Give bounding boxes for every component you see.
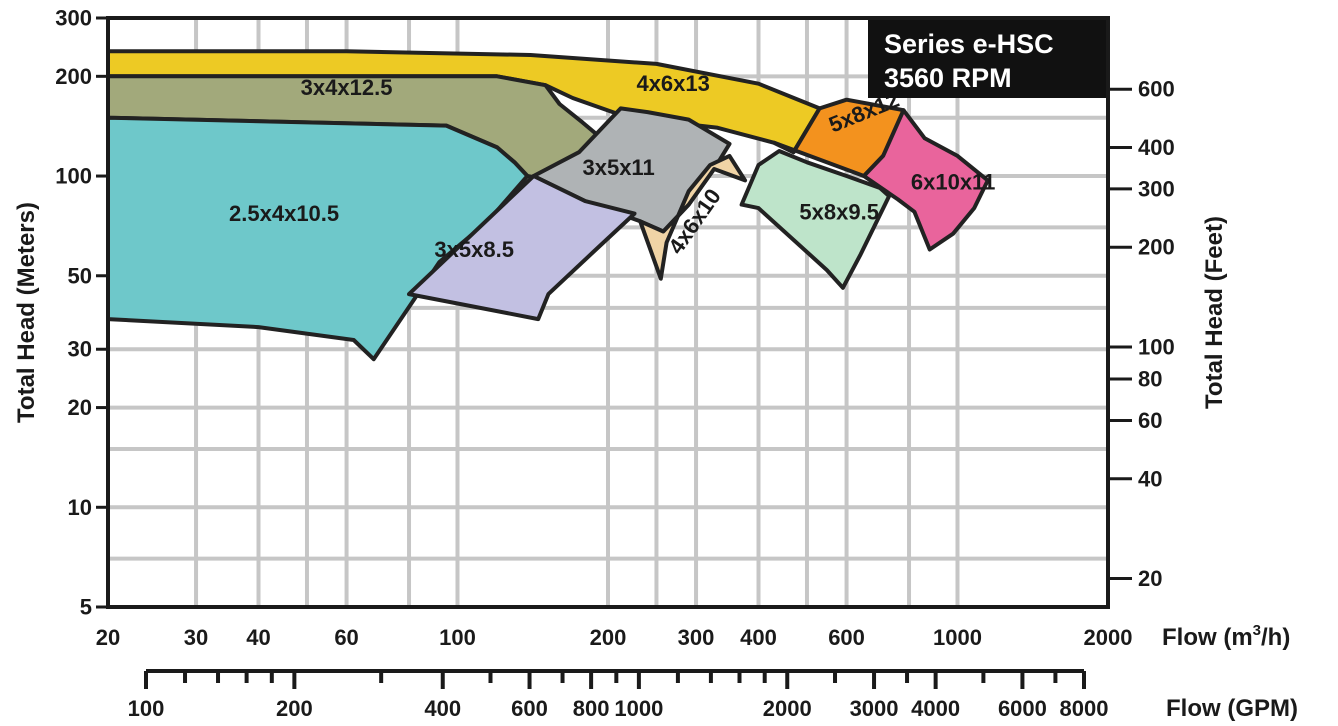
y-left-tick-label: 10 [68, 495, 92, 520]
x-axis-primary-label: Flow (m3/h) [1162, 622, 1290, 651]
x-axis-primary-label-suffix: /h) [1261, 624, 1290, 651]
x-primary-tick-label: 30 [184, 625, 208, 650]
y-left-tick-label: 50 [68, 263, 92, 288]
y-right-tick-label: 200 [1138, 235, 1175, 260]
x-axis-primary-label-sup: 3 [1253, 622, 1261, 639]
region-5x8x9-5 [739, 149, 892, 290]
gpm-tick-label: 8000 [1060, 696, 1109, 721]
y-left-tick-label: 200 [55, 64, 92, 89]
x-primary-tick-label: 200 [590, 625, 627, 650]
region-label-6x10x11: 6x10x11 [911, 169, 995, 194]
region-label-3x5x11: 3x5x11 [582, 155, 654, 180]
gpm-tick-label: 4000 [911, 696, 960, 721]
x-primary-tick-label: 100 [439, 625, 476, 650]
y-right-tick-label: 60 [1138, 408, 1162, 433]
gpm-tick-label: 200 [276, 696, 313, 721]
x-primary-tick-label: 600 [828, 625, 865, 650]
gpm-tick-label: 800 [573, 696, 610, 721]
gpm-tick-label: 600 [511, 696, 548, 721]
y-axis-right-label: Total Head (Feet) [1201, 216, 1228, 409]
gpm-tick-label: 3000 [850, 696, 899, 721]
title-box: Series e-HSC 3560 RPM [868, 20, 1106, 98]
y-left-tick-label: 5 [80, 595, 92, 620]
x-axis-secondary: 100 200 400 600 800 1000 2000 3000 4000 6000 8000 [128, 669, 1109, 721]
plot-frame [106, 16, 1110, 609]
gpm-tick-label: 1000 [614, 696, 663, 721]
x-primary-tick-label: 2000 [1084, 625, 1133, 650]
chart-title-rpm: 3560 RPM [884, 63, 1012, 93]
y-right-tick-label: 20 [1138, 566, 1162, 591]
y-right-tick-label: 100 [1138, 334, 1175, 359]
y-axis-left-label: Total Head (Meters) [13, 202, 40, 423]
y-right-tick-label: 600 [1138, 77, 1175, 102]
chart-title-series: Series e-HSC [884, 29, 1054, 59]
region-3x5x8-5 [407, 174, 637, 322]
region-label-3x5x8-5: 3x5x8.5 [434, 237, 514, 262]
region-label-3x4x12-5: 3x4x12.5 [301, 75, 393, 100]
gpm-tick-label: 100 [128, 696, 165, 721]
pump-regions [106, 49, 990, 362]
y-right-tick-label: 300 [1138, 176, 1175, 201]
x-axis-primary-ticks: 20 30 40 60 100 200 300 400 600 1000 2000 [96, 625, 1133, 650]
x-primary-tick-label: 40 [246, 625, 270, 650]
x-primary-tick-label: 60 [334, 625, 358, 650]
gpm-tick-label: 6000 [998, 696, 1047, 721]
y-left-tick-label: 100 [55, 164, 92, 189]
y-axis-right-ticks: 20 40 60 80 100 200 300 400 600 [1108, 77, 1175, 591]
x-primary-tick-label: 300 [678, 625, 715, 650]
title-box-bg [868, 20, 1106, 98]
region-6x10x11 [861, 108, 990, 252]
y-left-tick-label: 300 [55, 6, 92, 31]
x-primary-tick-label: 400 [740, 625, 777, 650]
x-primary-tick-label: 1000 [933, 625, 982, 650]
y-left-tick-label: 20 [68, 395, 92, 420]
y-right-tick-label: 400 [1138, 135, 1175, 160]
x-primary-tick-label: 20 [96, 625, 120, 650]
x-axis-secondary-label: Flow (GPM) [1166, 695, 1298, 722]
y-axis-left-ticks: 5 10 20 30 50 100 200 300 [55, 6, 108, 620]
gpm-tick-label: 400 [424, 696, 461, 721]
x-axis-primary-label-main: Flow (m [1162, 624, 1253, 651]
region-label-5x8x9-5: 5x8x9.5 [799, 199, 879, 224]
y-left-tick-label: 30 [68, 337, 92, 362]
region-4x6x10 [638, 153, 748, 281]
region-label-2-5x4x10-5: 2.5x4x10.5 [229, 201, 339, 226]
y-right-tick-label: 80 [1138, 367, 1162, 392]
y-right-tick-label: 40 [1138, 466, 1162, 491]
gpm-tick-label: 2000 [763, 696, 812, 721]
region-label-4x6x13: 4x6x13 [636, 71, 709, 96]
